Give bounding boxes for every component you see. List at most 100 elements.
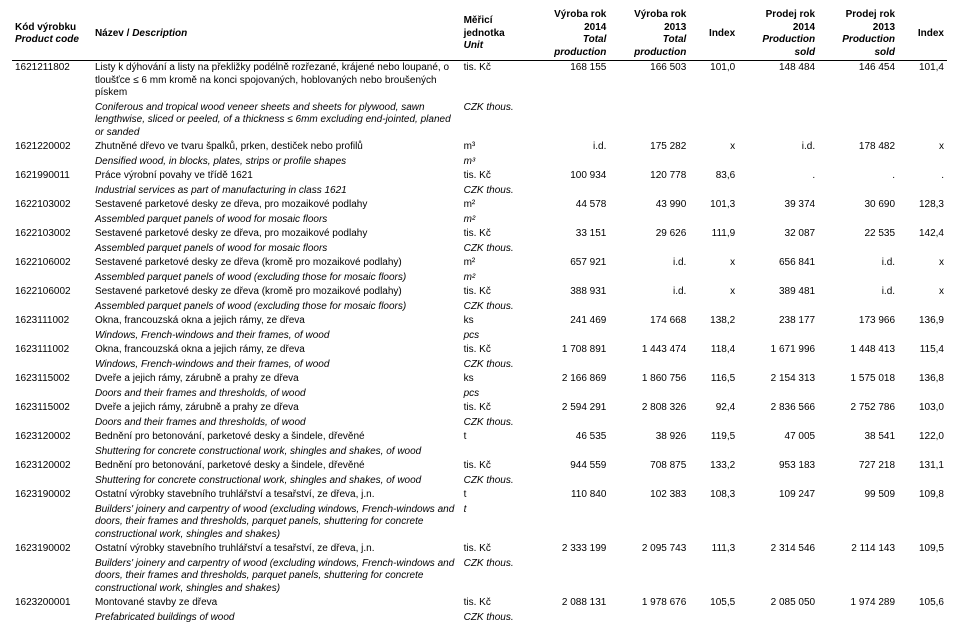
cell-empty [898,416,947,431]
cell-empty [818,271,898,286]
cell-idx1: 138,2 [689,314,738,329]
cell-unit-en: pcs [461,329,530,344]
table-row: 1623190002Ostatní výrobky stavebního tru… [12,542,947,557]
cell-code: 1622103002 [12,227,92,256]
cell-empty [738,445,818,460]
table-row-en: Assembled parquet panels of wood for mos… [12,213,947,228]
cell-empty [818,329,898,344]
cell-s2014: 39 374 [738,198,818,213]
cell-empty [818,155,898,170]
header-p2013: Výroba rok 2013 Total production [609,8,689,61]
cell-p2014: 110 840 [529,488,609,503]
cell-empty [818,416,898,431]
cell-empty [609,300,689,315]
table-row-en: Builders' joinery and carpentry of wood … [12,503,947,543]
header-desc-en: Description [132,28,187,39]
cell-idx2: 109,5 [898,542,947,557]
cell-empty [529,416,609,431]
cell-idx1: 108,3 [689,488,738,503]
table-row-en: Densified wood, in blocks, plates, strip… [12,155,947,170]
cell-unit-en: t [461,503,530,543]
cell-empty [898,503,947,543]
cell-empty [738,329,818,344]
cell-p2013: 2 095 743 [609,542,689,557]
cell-idx2: 109,8 [898,488,947,503]
cell-desc-cz: Sestavené parketové desky ze dřeva (krom… [92,285,461,300]
cell-desc-en: Windows, French-windows and their frames… [92,329,461,344]
header-unit-cz: Měřicí jednotka [464,15,527,40]
cell-empty [898,358,947,373]
cell-unit-en [461,445,530,460]
table-row-en: Shuttering for concrete constructional w… [12,445,947,460]
cell-code: 1622103002 [12,198,92,227]
header-s2014: Prodej rok 2014 Production sold [738,8,818,61]
cell-p2013: 1 978 676 [609,596,689,611]
table-row: 1623120002Bednění pro betonování, parket… [12,459,947,474]
cell-unit-cz: tis. Kč [461,343,530,358]
cell-desc-cz: Sestavené parketové desky ze dřeva, pro … [92,198,461,213]
cell-idx1: x [689,140,738,155]
cell-s2014: 656 841 [738,256,818,271]
cell-s2013: 99 509 [818,488,898,503]
cell-code: 1623120002 [12,459,92,488]
table-row-en: Assembled parquet panels of wood (exclud… [12,271,947,286]
cell-empty [609,416,689,431]
cell-empty [898,300,947,315]
cell-empty [609,329,689,344]
cell-empty [609,242,689,257]
cell-empty [529,329,609,344]
table-row: 1623200001Montované stavby ze dřevatis. … [12,596,947,611]
cell-empty [529,155,609,170]
cell-desc-en: Windows, French-windows and their frames… [92,358,461,373]
cell-desc-cz: Okna, francouzská okna a jejich rámy, ze… [92,343,461,358]
header-p2013-en: Total production [612,34,686,59]
cell-s2013: 1 575 018 [818,372,898,387]
cell-empty [609,155,689,170]
cell-desc-en: Shuttering for concrete constructional w… [92,445,461,460]
cell-desc-cz: Bednění pro betonování, parketové desky … [92,459,461,474]
cell-empty [689,300,738,315]
cell-code: 1621220002 [12,140,92,169]
header-idx2-cz: Index [901,28,944,41]
cell-idx1: 116,5 [689,372,738,387]
cell-empty [689,503,738,543]
cell-unit-cz: tis. Kč [461,401,530,416]
cell-p2014: 100 934 [529,169,609,184]
cell-unit-cz: tis. Kč [461,61,530,101]
cell-code: 1623190002 [12,488,92,542]
cell-empty [898,611,947,626]
cell-desc-cz: Bednění pro betonování, parketové desky … [92,430,461,445]
cell-idx1: 101,0 [689,61,738,101]
cell-p2013: i.d. [609,285,689,300]
cell-p2014: 241 469 [529,314,609,329]
cell-empty [818,387,898,402]
cell-p2014: 388 931 [529,285,609,300]
cell-unit-cz: m³ [461,140,530,155]
cell-desc-cz: Práce výrobní povahy ve třídě 1621 [92,169,461,184]
cell-p2014: 2 333 199 [529,542,609,557]
cell-empty [738,503,818,543]
cell-unit-cz: tis. Kč [461,285,530,300]
table-row: 1623111002Okna, francouzská okna a jejic… [12,314,947,329]
cell-s2014: 109 247 [738,488,818,503]
cell-p2014: 168 155 [529,61,609,101]
cell-p2014: 46 535 [529,430,609,445]
cell-empty [898,101,947,141]
cell-desc-en: Industrial services as part of manufactu… [92,184,461,199]
cell-desc-en: Assembled parquet panels of wood (exclud… [92,300,461,315]
cell-empty [689,474,738,489]
cell-p2014: 657 921 [529,256,609,271]
header-desc: Název / Description [92,8,461,61]
cell-empty [689,101,738,141]
header-p2013-cz: Výroba rok 2013 [612,9,686,34]
cell-code: 1623111002 [12,314,92,343]
cell-empty [609,387,689,402]
cell-desc-cz: Zhutněné dřevo ve tvaru špalků, prken, d… [92,140,461,155]
cell-idx2: 142,4 [898,227,947,242]
cell-empty [898,184,947,199]
table-body: 1621211802Listy k dýhování a listy na př… [12,61,947,626]
cell-unit-en: m³ [461,155,530,170]
cell-desc-cz: Montované stavby ze dřeva [92,596,461,611]
cell-p2013: 174 668 [609,314,689,329]
cell-empty [898,557,947,597]
